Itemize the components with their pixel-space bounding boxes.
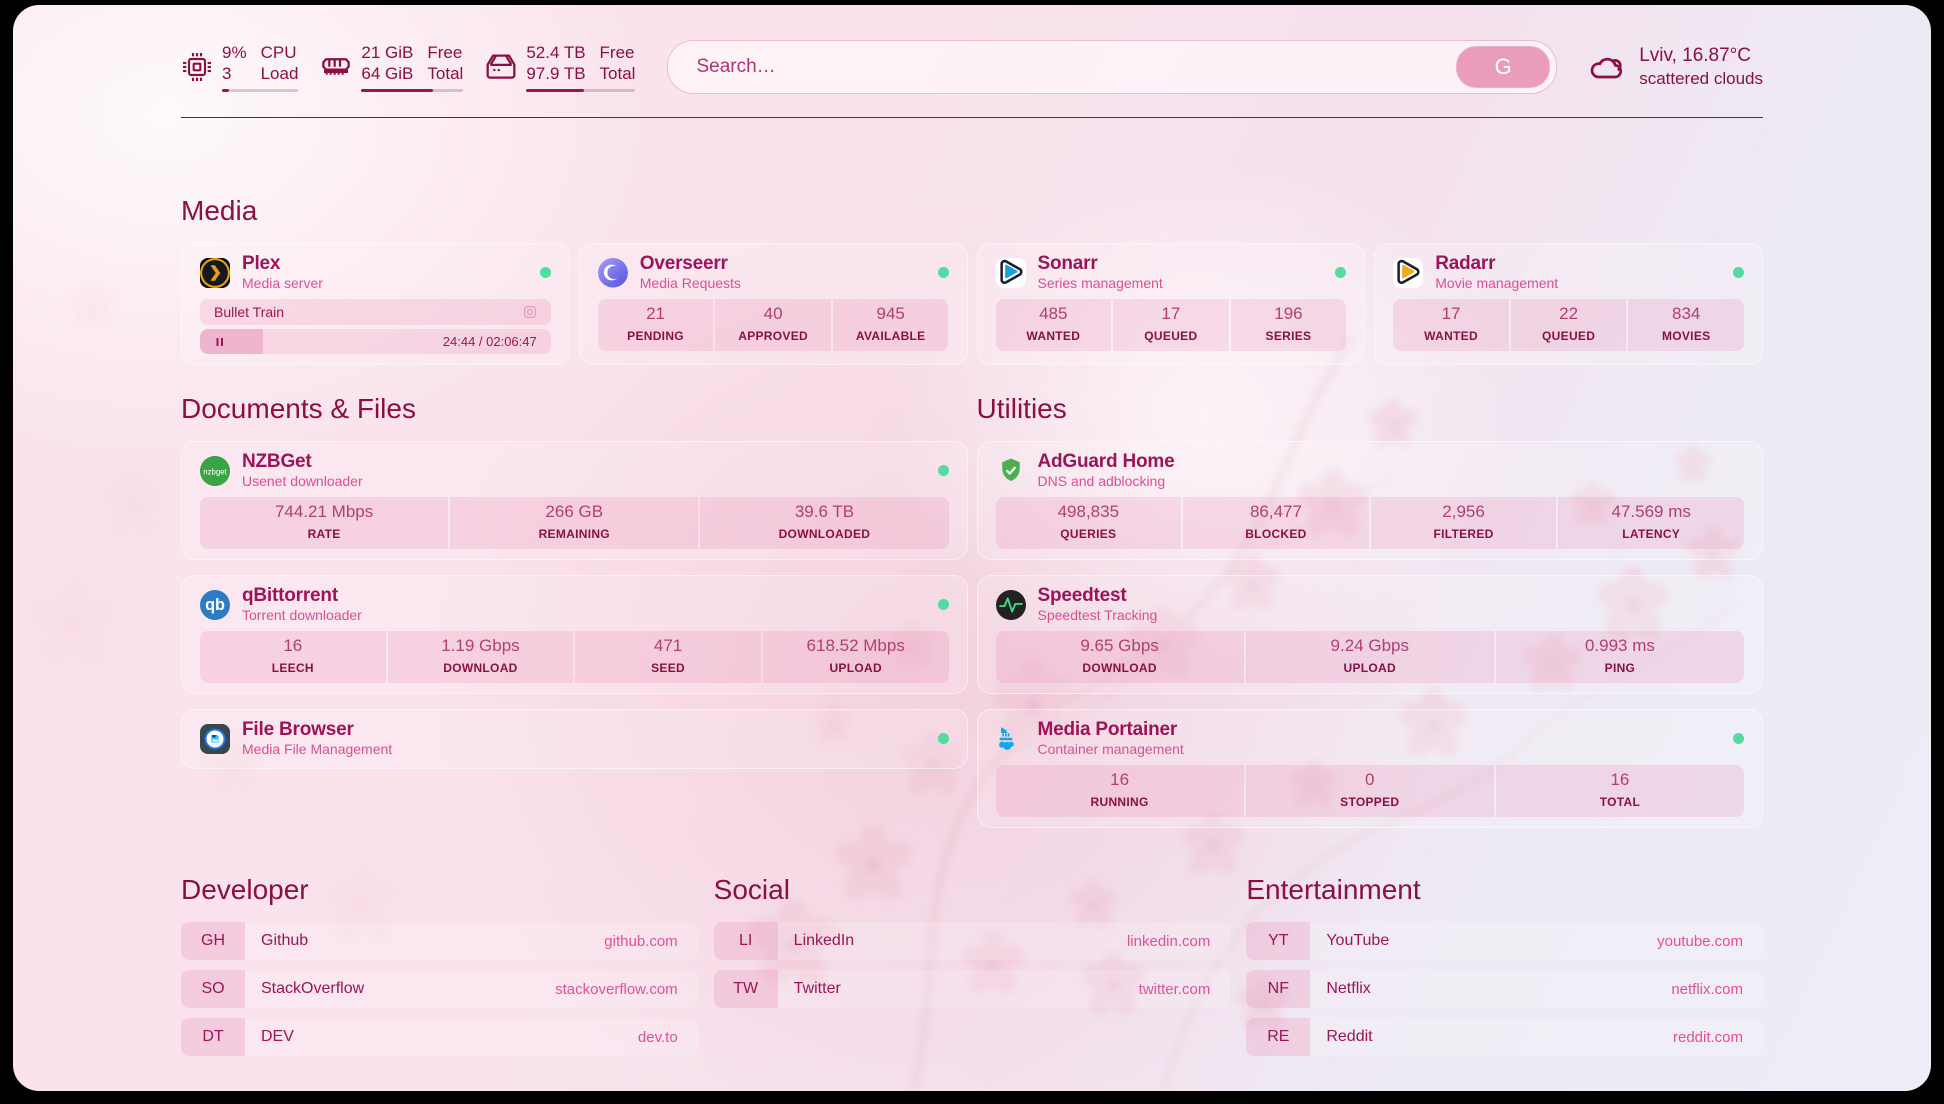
svg-text:qb: qb xyxy=(205,596,225,614)
svg-text:nzbget: nzbget xyxy=(203,467,227,476)
